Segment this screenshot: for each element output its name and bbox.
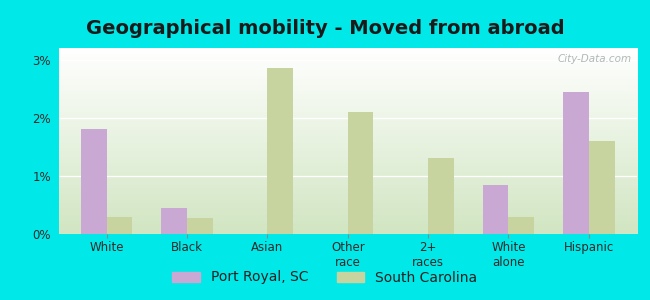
Bar bbox=[107, 217, 133, 234]
Bar bbox=[187, 218, 213, 234]
Bar bbox=[563, 92, 589, 234]
Bar bbox=[589, 141, 614, 234]
Bar bbox=[161, 208, 187, 234]
Bar bbox=[428, 158, 454, 234]
Bar bbox=[348, 112, 374, 234]
Text: Geographical mobility - Moved from abroad: Geographical mobility - Moved from abroa… bbox=[86, 20, 564, 38]
Legend: Port Royal, SC, South Carolina: Port Royal, SC, South Carolina bbox=[167, 265, 483, 290]
Bar bbox=[483, 184, 508, 234]
Bar bbox=[267, 68, 293, 234]
Text: City-Data.com: City-Data.com bbox=[557, 54, 631, 64]
Bar bbox=[81, 129, 107, 234]
Bar bbox=[508, 217, 534, 234]
